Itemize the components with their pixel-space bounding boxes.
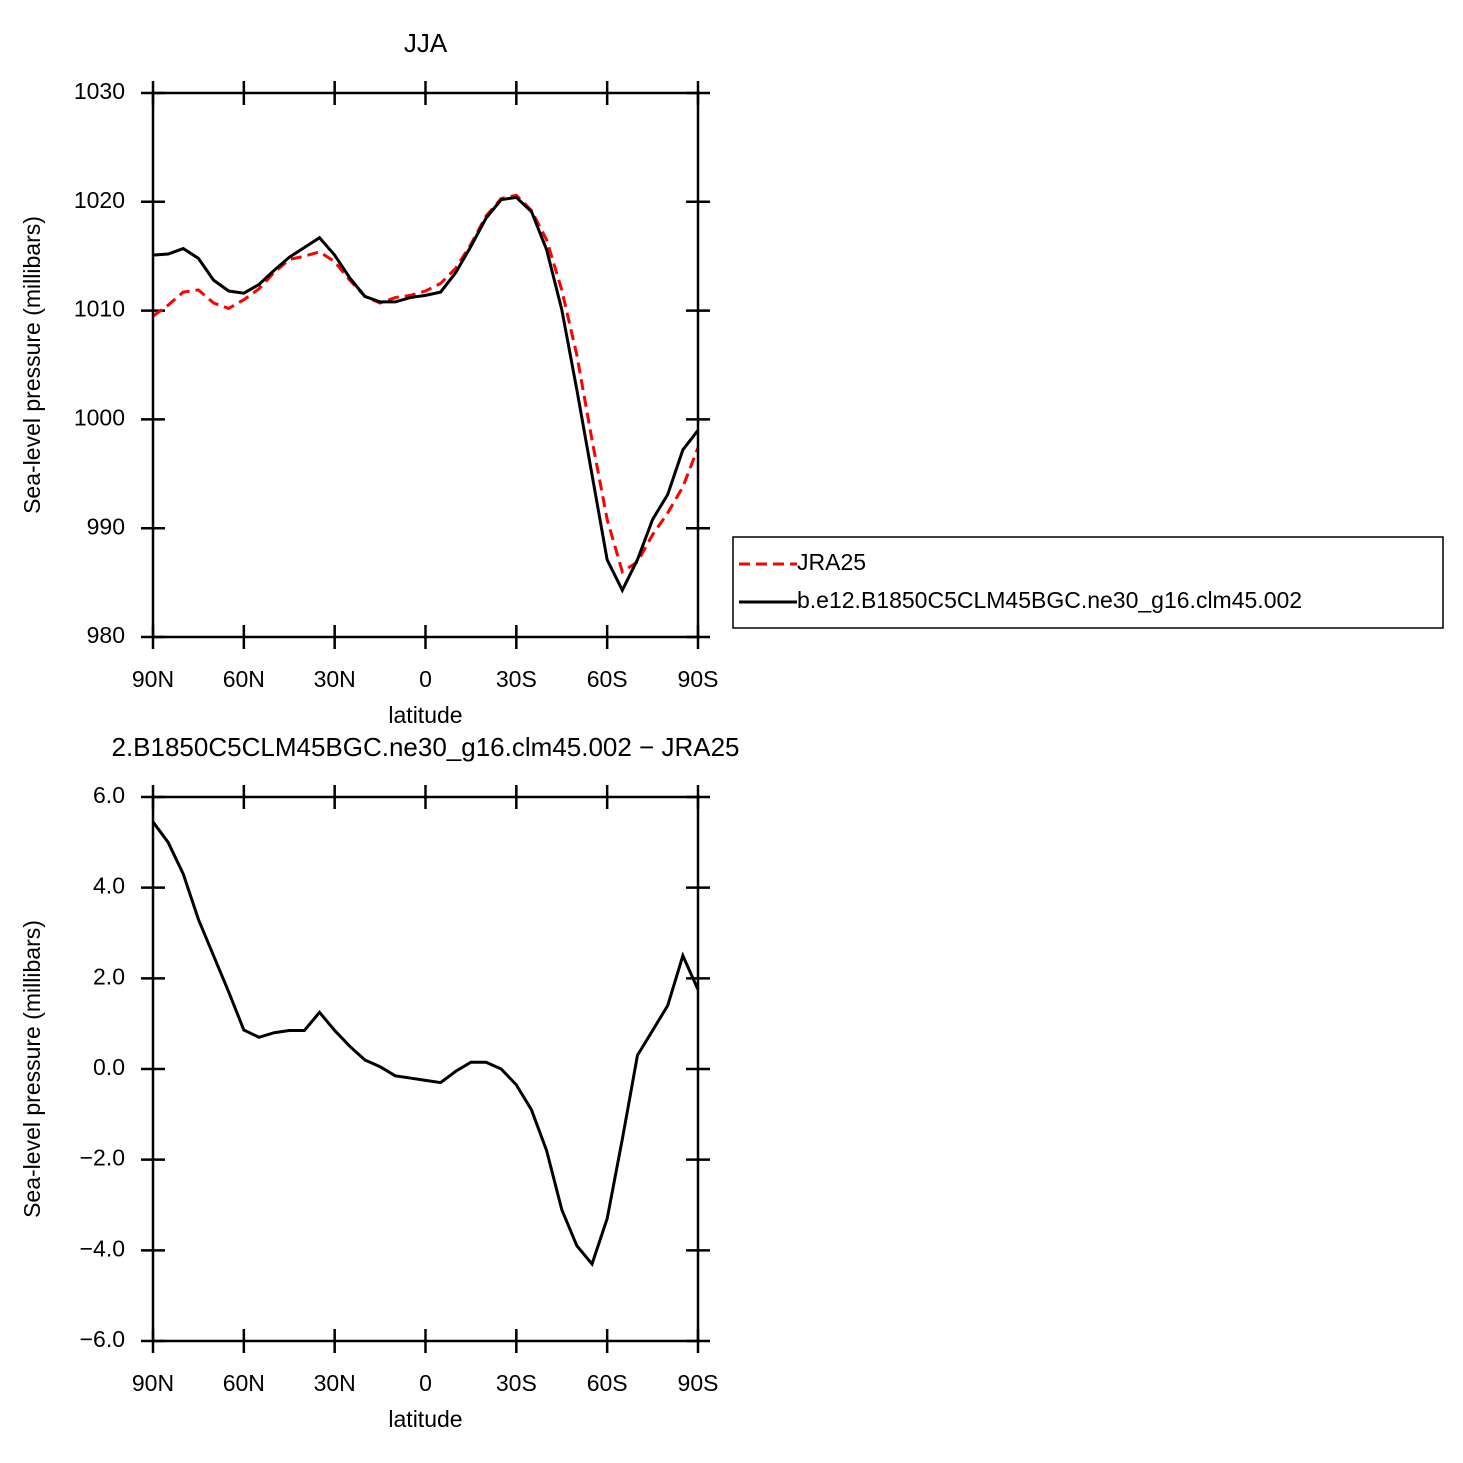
x-tick-label: 30N bbox=[314, 1370, 356, 1396]
x-tick-label: 0 bbox=[419, 1370, 432, 1396]
legend-label: JRA25 bbox=[797, 549, 866, 575]
plot-frame bbox=[151, 795, 700, 1343]
y-axis-label: Sea-level pressure (millibars) bbox=[19, 920, 45, 1218]
y-tick-label: 990 bbox=[87, 513, 125, 539]
y-axis-label: Sea-level pressure (millibars) bbox=[19, 216, 45, 514]
x-axis-label: latitude bbox=[388, 702, 462, 728]
plot-frame bbox=[151, 91, 700, 639]
x-tick-label: 60N bbox=[223, 1370, 265, 1396]
x-tick-label: 90N bbox=[132, 666, 174, 692]
chart-title: 2.B1850C5CLM45BGC.ne30_g16.clm45.002 − J… bbox=[111, 732, 739, 762]
y-tick-label: 1000 bbox=[74, 404, 125, 430]
x-tick-label: 60S bbox=[587, 1370, 628, 1396]
y-tick-label: 0.0 bbox=[93, 1054, 125, 1080]
x-tick-label: 90S bbox=[678, 666, 719, 692]
y-tick-label: 6.0 bbox=[93, 782, 125, 808]
x-axis-label: latitude bbox=[388, 1406, 462, 1432]
x-tick-label: 30N bbox=[314, 666, 356, 692]
x-tick-label: 30S bbox=[496, 666, 537, 692]
x-tick-label: 30S bbox=[496, 1370, 537, 1396]
y-tick-label: 1020 bbox=[74, 187, 125, 213]
y-tick-label: 2.0 bbox=[93, 963, 125, 989]
x-tick-label: 90N bbox=[132, 1370, 174, 1396]
x-tick-label: 90S bbox=[678, 1370, 719, 1396]
legend-label: b.e12.B1850C5CLM45BGC.ne30_g16.clm45.002 bbox=[797, 587, 1302, 613]
data-line bbox=[151, 821, 700, 1267]
y-tick-label: 1010 bbox=[74, 296, 125, 322]
x-tick-label: 0 bbox=[419, 666, 432, 692]
y-tick-label: −2.0 bbox=[80, 1145, 125, 1171]
legend-box bbox=[732, 536, 1444, 629]
data-line bbox=[152, 195, 700, 594]
y-tick-label: −4.0 bbox=[80, 1235, 125, 1261]
y-tick-label: 4.0 bbox=[93, 873, 125, 899]
x-tick-label: 60N bbox=[223, 666, 265, 692]
x-tick-label: 60S bbox=[587, 666, 628, 692]
y-tick-label: 1030 bbox=[74, 78, 125, 104]
y-tick-label: −6.0 bbox=[80, 1326, 125, 1352]
data-line bbox=[152, 193, 700, 575]
chart-title: JJA bbox=[404, 28, 448, 58]
y-tick-label: 980 bbox=[87, 622, 125, 648]
